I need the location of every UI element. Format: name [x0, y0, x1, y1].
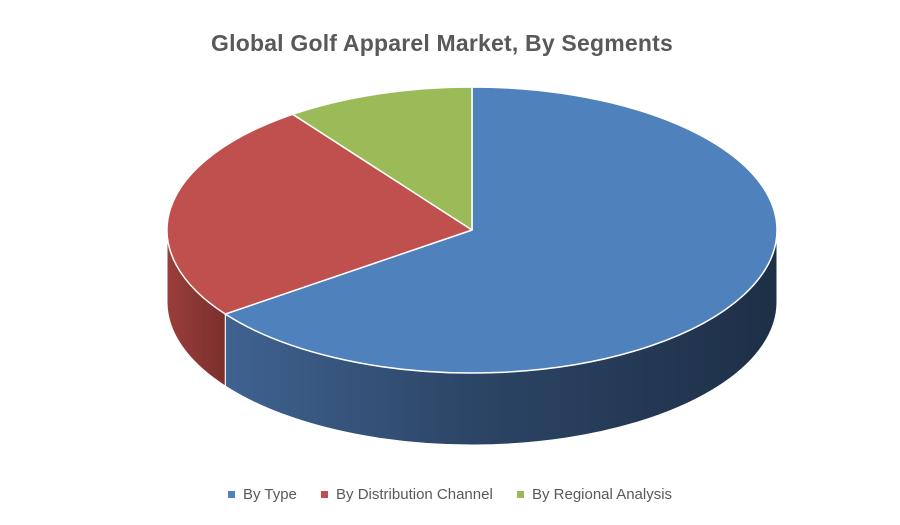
legend-item-by-regional-analysis: By Regional Analysis	[516, 486, 673, 503]
legend-item-by-type: By Type	[227, 486, 297, 503]
legend: By Type By Distribution Channel By Regio…	[0, 485, 900, 503]
pie-tops	[166, 86, 778, 374]
legend-item-by-distribution-channel: By Distribution Channel	[321, 486, 493, 503]
chart-title: Global Golf Apparel Market, By Segments	[211, 30, 673, 56]
legend-label-by-type: By Type	[242, 486, 297, 503]
pie-slice-by-regional-analysis	[291, 86, 473, 231]
legend-swatch-by-regional-analysis	[516, 491, 524, 498]
legend-label-by-distribution-channel: By Distribution Channel	[336, 486, 493, 503]
legend-swatch-by-distribution-channel	[321, 491, 329, 498]
pie-slice-by-distribution-channel	[166, 113, 473, 315]
legend-swatch-by-type	[227, 491, 235, 498]
pie-slice-by-type	[224, 86, 778, 374]
pie-chart	[166, 86, 778, 446]
legend-label-by-regional-analysis: By Regional Analysis	[531, 486, 673, 503]
